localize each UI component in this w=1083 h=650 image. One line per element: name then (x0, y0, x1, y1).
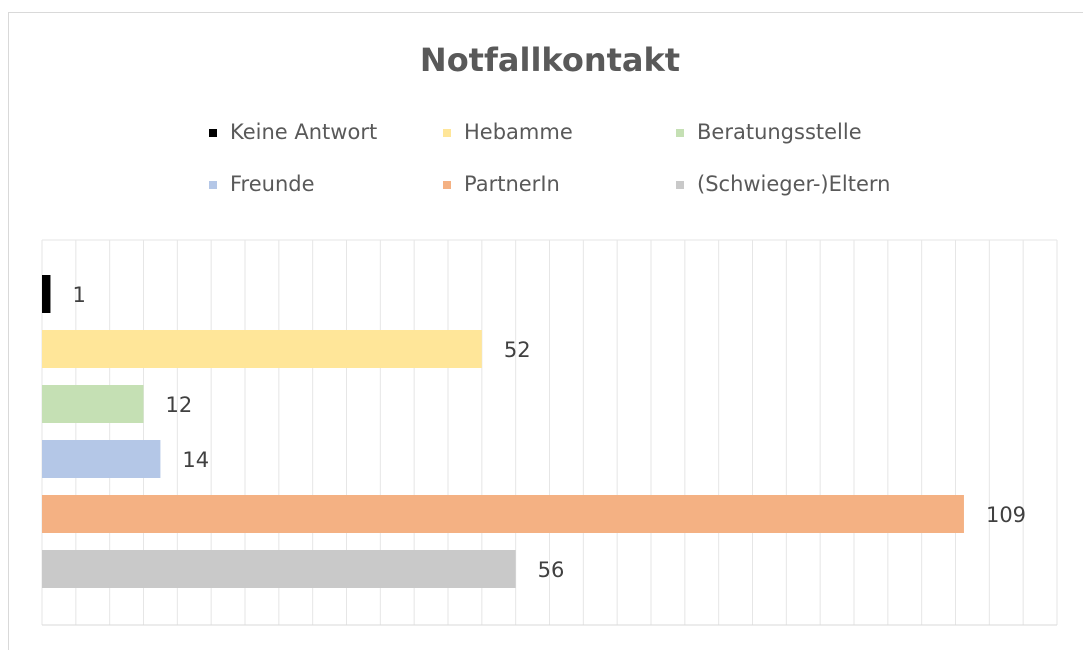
data-label: 52 (504, 338, 531, 362)
chart-title: Notfallkontakt (420, 41, 680, 79)
legend-swatch (676, 181, 684, 189)
data-label: 109 (986, 503, 1026, 527)
bar (42, 385, 144, 423)
legend-label: Hebamme (464, 120, 573, 144)
data-label: 12 (166, 393, 193, 417)
data-label: 56 (538, 558, 565, 582)
legend-label: Freunde (230, 172, 315, 196)
data-label: 1 (72, 283, 85, 307)
legend-swatch (676, 129, 684, 137)
legend-label: Keine Antwort (230, 120, 377, 144)
bar (42, 275, 51, 313)
bar (42, 440, 161, 478)
legend-label: PartnerIn (464, 172, 560, 196)
legend-swatch (209, 129, 217, 137)
bar (42, 330, 482, 368)
bar (42, 550, 516, 588)
data-label: 14 (182, 448, 209, 472)
legend-label: Beratungsstelle (697, 120, 862, 144)
legend-swatch (209, 181, 217, 189)
legend-label: (Schwieger-)Eltern (697, 172, 890, 196)
legend-swatch (443, 181, 451, 189)
bar (42, 495, 964, 533)
legend-swatch (443, 129, 451, 137)
